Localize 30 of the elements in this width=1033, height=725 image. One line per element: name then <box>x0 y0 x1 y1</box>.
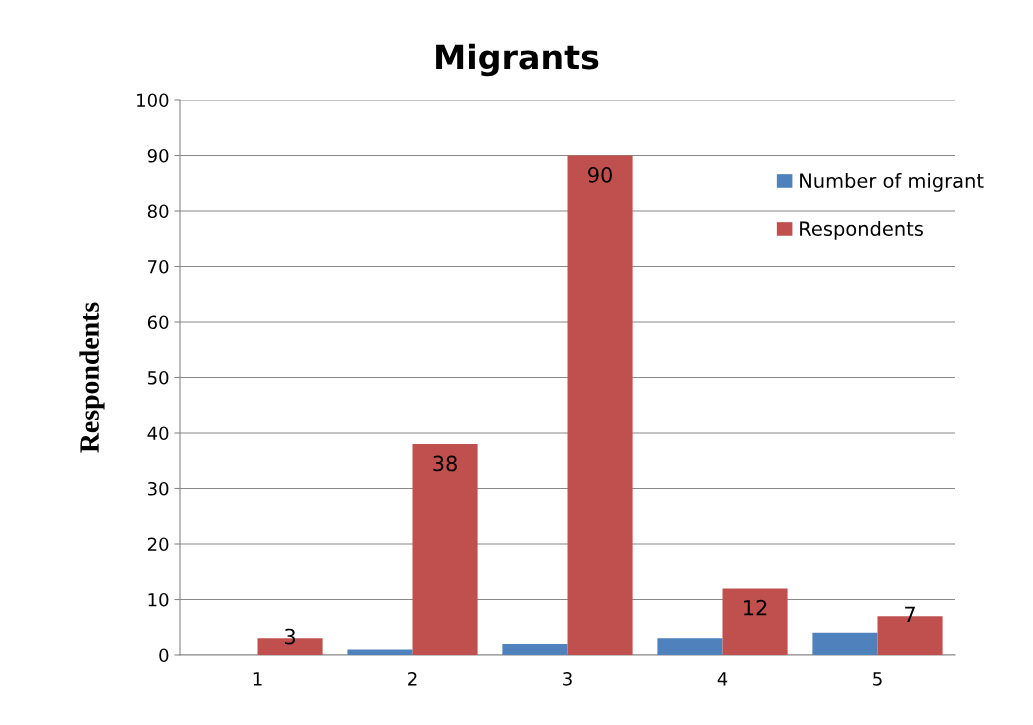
data-label: 12 <box>744 599 767 616</box>
legend-label: Respondents <box>800 220 923 240</box>
y-tick-label: 10 <box>148 592 169 607</box>
y-tick-label: 80 <box>147 204 169 219</box>
chart-title: Migrants <box>436 43 599 77</box>
legend-label: Number of migrant <box>800 173 984 192</box>
y-tick-label: 0 <box>159 648 169 663</box>
x-tick-label: 1 <box>253 672 262 686</box>
y-tick-label: 20 <box>147 537 169 552</box>
bar <box>567 155 633 655</box>
y-tick-label: 100 <box>137 93 169 108</box>
x-tick-label: 5 <box>873 672 882 686</box>
data-label: 90 <box>588 166 612 183</box>
y-tick-label: 50 <box>148 370 169 385</box>
x-tick-label: 2 <box>408 671 417 686</box>
y-tick-label: 60 <box>147 315 169 330</box>
bar <box>412 444 478 655</box>
y-tick-label: 30 <box>147 481 169 496</box>
x-tick-label: 3 <box>563 671 572 686</box>
x-tick-label: 4 <box>717 672 728 686</box>
bar <box>812 632 878 655</box>
y-tick-label: 90 <box>147 148 169 163</box>
bar <box>722 588 788 655</box>
bar <box>347 649 413 655</box>
data-label: 38 <box>433 455 457 472</box>
y-tick-label: 70 <box>148 259 169 274</box>
bar <box>657 638 723 655</box>
bar <box>502 643 568 655</box>
y-axis-title: Respondents <box>79 302 105 453</box>
y-tick-label: 40 <box>147 426 169 441</box>
